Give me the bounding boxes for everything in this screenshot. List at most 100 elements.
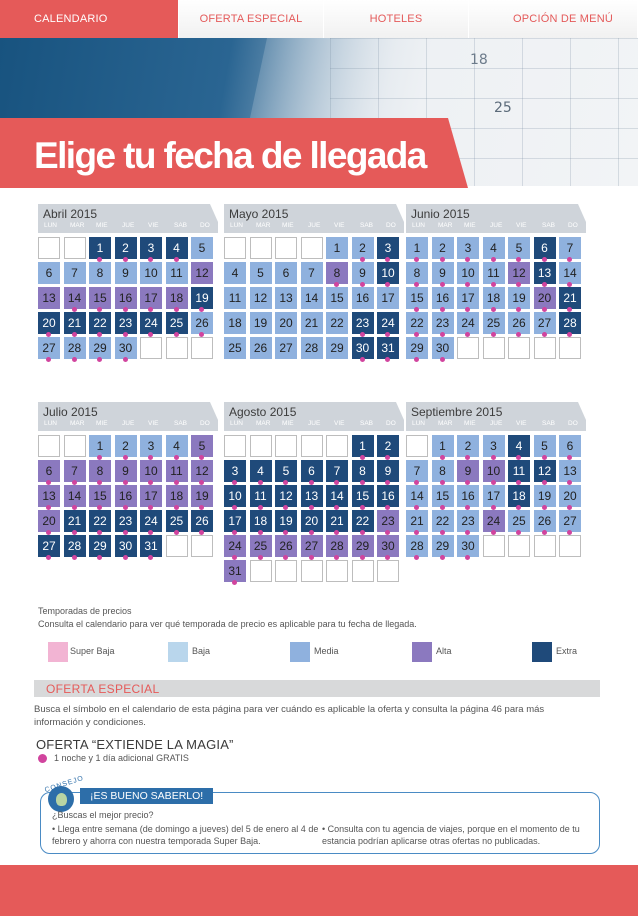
day-cell[interactable]: 23 bbox=[457, 510, 479, 535]
day-cell[interactable]: 8 bbox=[326, 262, 348, 287]
day-cell[interactable]: 24 bbox=[457, 312, 479, 337]
day-cell[interactable]: 16 bbox=[351, 287, 374, 309]
day-cell[interactable]: 9 bbox=[114, 460, 137, 485]
day-cell[interactable]: 22 bbox=[89, 312, 111, 337]
day-cell[interactable]: 6 bbox=[300, 460, 323, 485]
day-cell[interactable]: 17 bbox=[140, 287, 162, 312]
day-cell[interactable]: 11 bbox=[249, 485, 272, 510]
day-cell[interactable]: 30 bbox=[431, 337, 454, 362]
day-cell[interactable]: 16 bbox=[431, 287, 454, 312]
day-cell[interactable]: 30 bbox=[457, 535, 479, 560]
day-cell[interactable]: 30 bbox=[114, 337, 137, 362]
day-cell[interactable]: 27 bbox=[533, 312, 556, 337]
tab-hoteles[interactable]: HOTELES bbox=[324, 0, 469, 38]
day-cell[interactable]: 2 bbox=[114, 435, 137, 460]
day-cell[interactable]: 20 bbox=[38, 312, 60, 337]
day-cell[interactable]: 29 bbox=[351, 535, 374, 560]
day-cell[interactable]: 24 bbox=[140, 510, 162, 535]
day-cell[interactable]: 5 bbox=[249, 262, 272, 284]
day-cell[interactable]: 7 bbox=[406, 460, 428, 485]
tab-opcion-de-menu[interactable]: OPCIÓN DE MENÚ bbox=[469, 0, 638, 38]
day-cell[interactable]: 19 bbox=[191, 485, 213, 510]
day-cell[interactable]: 20 bbox=[559, 485, 581, 510]
day-cell[interactable]: 10 bbox=[457, 262, 479, 287]
day-cell[interactable]: 5 bbox=[275, 460, 297, 485]
day-cell[interactable]: 26 bbox=[191, 510, 213, 535]
day-cell[interactable]: 4 bbox=[249, 460, 272, 485]
day-cell[interactable]: 10 bbox=[377, 262, 399, 287]
day-cell[interactable]: 29 bbox=[89, 535, 111, 560]
day-cell[interactable]: 21 bbox=[406, 510, 428, 535]
day-cell[interactable]: 1 bbox=[351, 435, 374, 460]
day-cell[interactable]: 21 bbox=[63, 510, 86, 535]
day-cell[interactable]: 12 bbox=[533, 460, 556, 485]
day-cell[interactable]: 6 bbox=[533, 237, 556, 262]
day-cell[interactable]: 5 bbox=[508, 237, 530, 262]
day-cell[interactable]: 21 bbox=[559, 287, 581, 312]
day-cell[interactable]: 20 bbox=[533, 287, 556, 312]
day-cell[interactable]: 23 bbox=[351, 312, 374, 337]
day-cell[interactable]: 12 bbox=[275, 485, 297, 510]
day-cell[interactable]: 9 bbox=[377, 460, 399, 485]
day-cell[interactable]: 24 bbox=[224, 535, 246, 560]
day-cell[interactable]: 12 bbox=[508, 262, 530, 287]
day-cell[interactable]: 18 bbox=[224, 312, 246, 334]
day-cell[interactable]: 14 bbox=[406, 485, 428, 510]
day-cell[interactable]: 16 bbox=[114, 485, 137, 510]
day-cell[interactable]: 14 bbox=[326, 485, 348, 510]
day-cell[interactable]: 13 bbox=[300, 485, 323, 510]
day-cell[interactable]: 3 bbox=[140, 237, 162, 262]
day-cell[interactable]: 9 bbox=[114, 262, 137, 284]
day-cell[interactable]: 28 bbox=[406, 535, 428, 560]
day-cell[interactable]: 18 bbox=[165, 287, 188, 312]
day-cell[interactable]: 28 bbox=[63, 535, 86, 560]
day-cell[interactable]: 22 bbox=[89, 510, 111, 535]
day-cell[interactable]: 25 bbox=[224, 337, 246, 359]
day-cell[interactable]: 8 bbox=[406, 262, 428, 287]
day-cell[interactable]: 20 bbox=[300, 510, 323, 535]
day-cell[interactable]: 2 bbox=[431, 237, 454, 262]
day-cell[interactable]: 17 bbox=[457, 287, 479, 312]
day-cell[interactable]: 2 bbox=[114, 237, 137, 262]
day-cell[interactable]: 26 bbox=[275, 535, 297, 560]
day-cell[interactable]: 1 bbox=[89, 435, 111, 460]
day-cell[interactable]: 11 bbox=[482, 262, 505, 287]
day-cell[interactable]: 10 bbox=[140, 262, 162, 284]
day-cell[interactable]: 17 bbox=[140, 485, 162, 510]
day-cell[interactable]: 27 bbox=[300, 535, 323, 560]
day-cell[interactable]: 28 bbox=[559, 312, 581, 337]
day-cell[interactable]: 11 bbox=[224, 287, 246, 309]
day-cell[interactable]: 2 bbox=[457, 435, 479, 460]
day-cell[interactable]: 1 bbox=[406, 237, 428, 262]
day-cell[interactable]: 24 bbox=[482, 510, 505, 535]
day-cell[interactable]: 30 bbox=[351, 337, 374, 362]
day-cell[interactable]: 12 bbox=[191, 460, 213, 485]
day-cell[interactable]: 13 bbox=[533, 262, 556, 287]
day-cell[interactable]: 6 bbox=[275, 262, 297, 284]
day-cell[interactable]: 9 bbox=[351, 262, 374, 287]
day-cell[interactable]: 6 bbox=[38, 262, 60, 284]
day-cell[interactable]: 21 bbox=[326, 510, 348, 535]
day-cell[interactable]: 9 bbox=[457, 460, 479, 485]
day-cell[interactable]: 18 bbox=[482, 287, 505, 312]
day-cell[interactable]: 29 bbox=[89, 337, 111, 362]
day-cell[interactable]: 10 bbox=[224, 485, 246, 510]
day-cell[interactable]: 4 bbox=[224, 262, 246, 284]
day-cell[interactable]: 14 bbox=[300, 287, 323, 309]
day-cell[interactable]: 25 bbox=[508, 510, 530, 535]
day-cell[interactable]: 1 bbox=[89, 237, 111, 262]
day-cell[interactable]: 9 bbox=[431, 262, 454, 287]
day-cell[interactable]: 17 bbox=[224, 510, 246, 535]
day-cell[interactable]: 3 bbox=[140, 435, 162, 460]
tab-oferta-especial[interactable]: OFERTA ESPECIAL bbox=[179, 0, 324, 38]
day-cell[interactable]: 7 bbox=[63, 262, 86, 284]
day-cell[interactable]: 17 bbox=[377, 287, 399, 309]
day-cell[interactable]: 27 bbox=[275, 337, 297, 359]
day-cell[interactable]: 4 bbox=[165, 435, 188, 460]
day-cell[interactable]: 14 bbox=[559, 262, 581, 287]
day-cell[interactable]: 24 bbox=[140, 312, 162, 337]
day-cell[interactable]: 11 bbox=[165, 262, 188, 284]
day-cell[interactable]: 15 bbox=[326, 287, 348, 309]
day-cell[interactable]: 18 bbox=[508, 485, 530, 510]
day-cell[interactable]: 3 bbox=[224, 460, 246, 485]
